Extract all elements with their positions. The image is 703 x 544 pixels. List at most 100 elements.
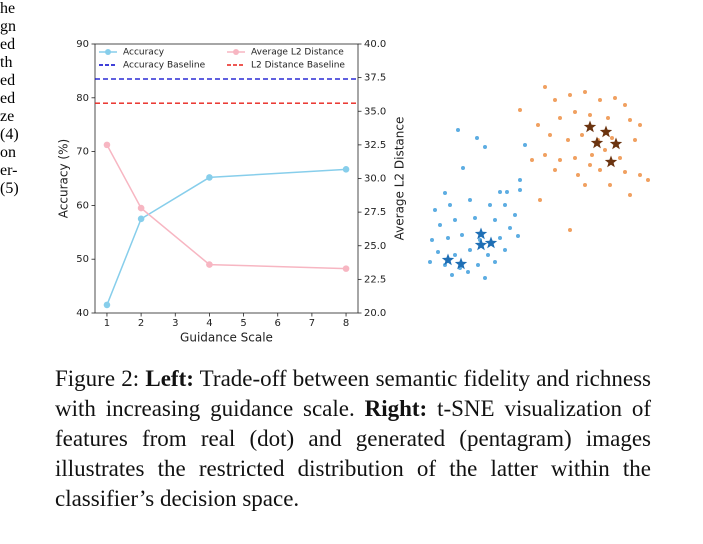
dot-point (456, 128, 460, 132)
dot-point (588, 113, 592, 117)
text-fragment: he (0, 0, 16, 17)
star-point (474, 238, 488, 251)
y2-tick-label: 40.0 (364, 39, 386, 50)
dot-point (468, 248, 472, 252)
dot-point (553, 168, 557, 172)
dot-point (553, 98, 557, 102)
dot-point (518, 188, 522, 192)
dot-point (493, 218, 497, 222)
dot-point (428, 260, 432, 264)
text-fragment: er- (0, 162, 18, 179)
y-tick-label: 50 (76, 254, 89, 265)
dot-point (558, 158, 562, 162)
x-tick-label: 6 (275, 318, 281, 329)
dot-point (530, 158, 534, 162)
dot-point (583, 90, 587, 94)
dot-point (623, 103, 627, 107)
data-point (103, 141, 111, 149)
star-point (474, 227, 488, 240)
legend-marker (233, 49, 239, 55)
dot-point (583, 183, 587, 187)
text-fragment: ed (0, 36, 16, 53)
star-point (484, 236, 498, 249)
y2-tick-label: 32.5 (364, 140, 386, 151)
dot-point (638, 173, 642, 177)
dot-point (466, 270, 470, 274)
dot-point (610, 136, 614, 140)
dot-point (430, 238, 434, 242)
legend-label: Accuracy Baseline (123, 61, 206, 71)
data-point (137, 215, 145, 223)
dot-point (516, 234, 520, 238)
dot-point (448, 203, 452, 207)
dot-point (443, 191, 447, 195)
y-tick-label: 70 (76, 147, 89, 158)
dot-point (568, 228, 572, 232)
figure: 1 2 3 4 5 6 7 8 40 50 60 70 80 90 20.0 22.5 25.0 27.5 30.0… (57, 39, 650, 345)
dot-point (538, 198, 542, 202)
dot-point (598, 168, 602, 172)
text-fragment: gn (0, 18, 16, 35)
dot-point (483, 145, 487, 149)
dot-point (573, 110, 577, 114)
y2-tick-label: 30.0 (364, 174, 386, 185)
caption-segment: Left: (145, 366, 194, 391)
dot-point (493, 260, 497, 264)
data-point (342, 265, 350, 272)
legend-marker (105, 49, 111, 55)
dot-point (638, 123, 642, 127)
dot-point (568, 93, 572, 97)
dot-point (468, 198, 472, 202)
dot-point (548, 133, 552, 137)
dot-point (436, 250, 440, 254)
dot-point (598, 98, 602, 102)
dot-point (453, 218, 457, 222)
y2-tick-label: 20.0 (364, 308, 386, 319)
text-fragment: ze (0, 108, 15, 125)
dot-point (438, 223, 442, 227)
data-point (342, 166, 350, 173)
dot-point (461, 166, 465, 170)
y-tick-label: 80 (76, 93, 89, 104)
text-fragment: (5) (0, 180, 19, 197)
star-point (454, 257, 468, 270)
y2-tick-label: 37.5 (364, 73, 386, 84)
dot-point (503, 248, 507, 252)
dot-point (476, 263, 480, 267)
y2-axis-label: Average L2 Distance (393, 117, 407, 241)
y-tick-label: 40 (76, 308, 89, 319)
dot-point (498, 190, 502, 194)
caption: Figure 2: Left: Trade-off between semant… (55, 364, 651, 514)
data-point (206, 261, 213, 268)
dot-point (606, 116, 610, 120)
dot-point (646, 178, 650, 182)
star-point (604, 155, 618, 168)
x-tick-label: 1 (104, 318, 110, 329)
legend-label: L2 Distance Baseline (251, 61, 345, 71)
data-point (206, 174, 213, 181)
dot-point (608, 183, 612, 187)
dot-point (488, 203, 492, 207)
star-point (590, 136, 604, 149)
data-point (103, 301, 111, 309)
dot-point (508, 226, 512, 230)
y2-tick-label: 27.5 (364, 207, 386, 218)
x-tick-label: 5 (240, 318, 246, 329)
dot-point (450, 273, 454, 277)
dot-point (433, 208, 437, 212)
dot-point (460, 233, 464, 237)
y2-tick-label: 25.0 (364, 241, 386, 252)
dot-point (483, 276, 487, 280)
dot-point (628, 193, 632, 197)
caption-segment: t-SNE visualization of features from rea… (55, 396, 651, 511)
left-text-column: he gn ed th ed ed ze (4) on er- (5) (0, 0, 27, 544)
text-fragment: (4) (0, 126, 19, 143)
dot-point (580, 133, 584, 137)
dot-point (590, 153, 594, 157)
dot-point (473, 216, 477, 220)
star-point (583, 120, 597, 133)
x-tick-label: 2 (138, 318, 144, 329)
y2-tick-label: 22.5 (364, 274, 386, 285)
dot-point (603, 148, 607, 152)
